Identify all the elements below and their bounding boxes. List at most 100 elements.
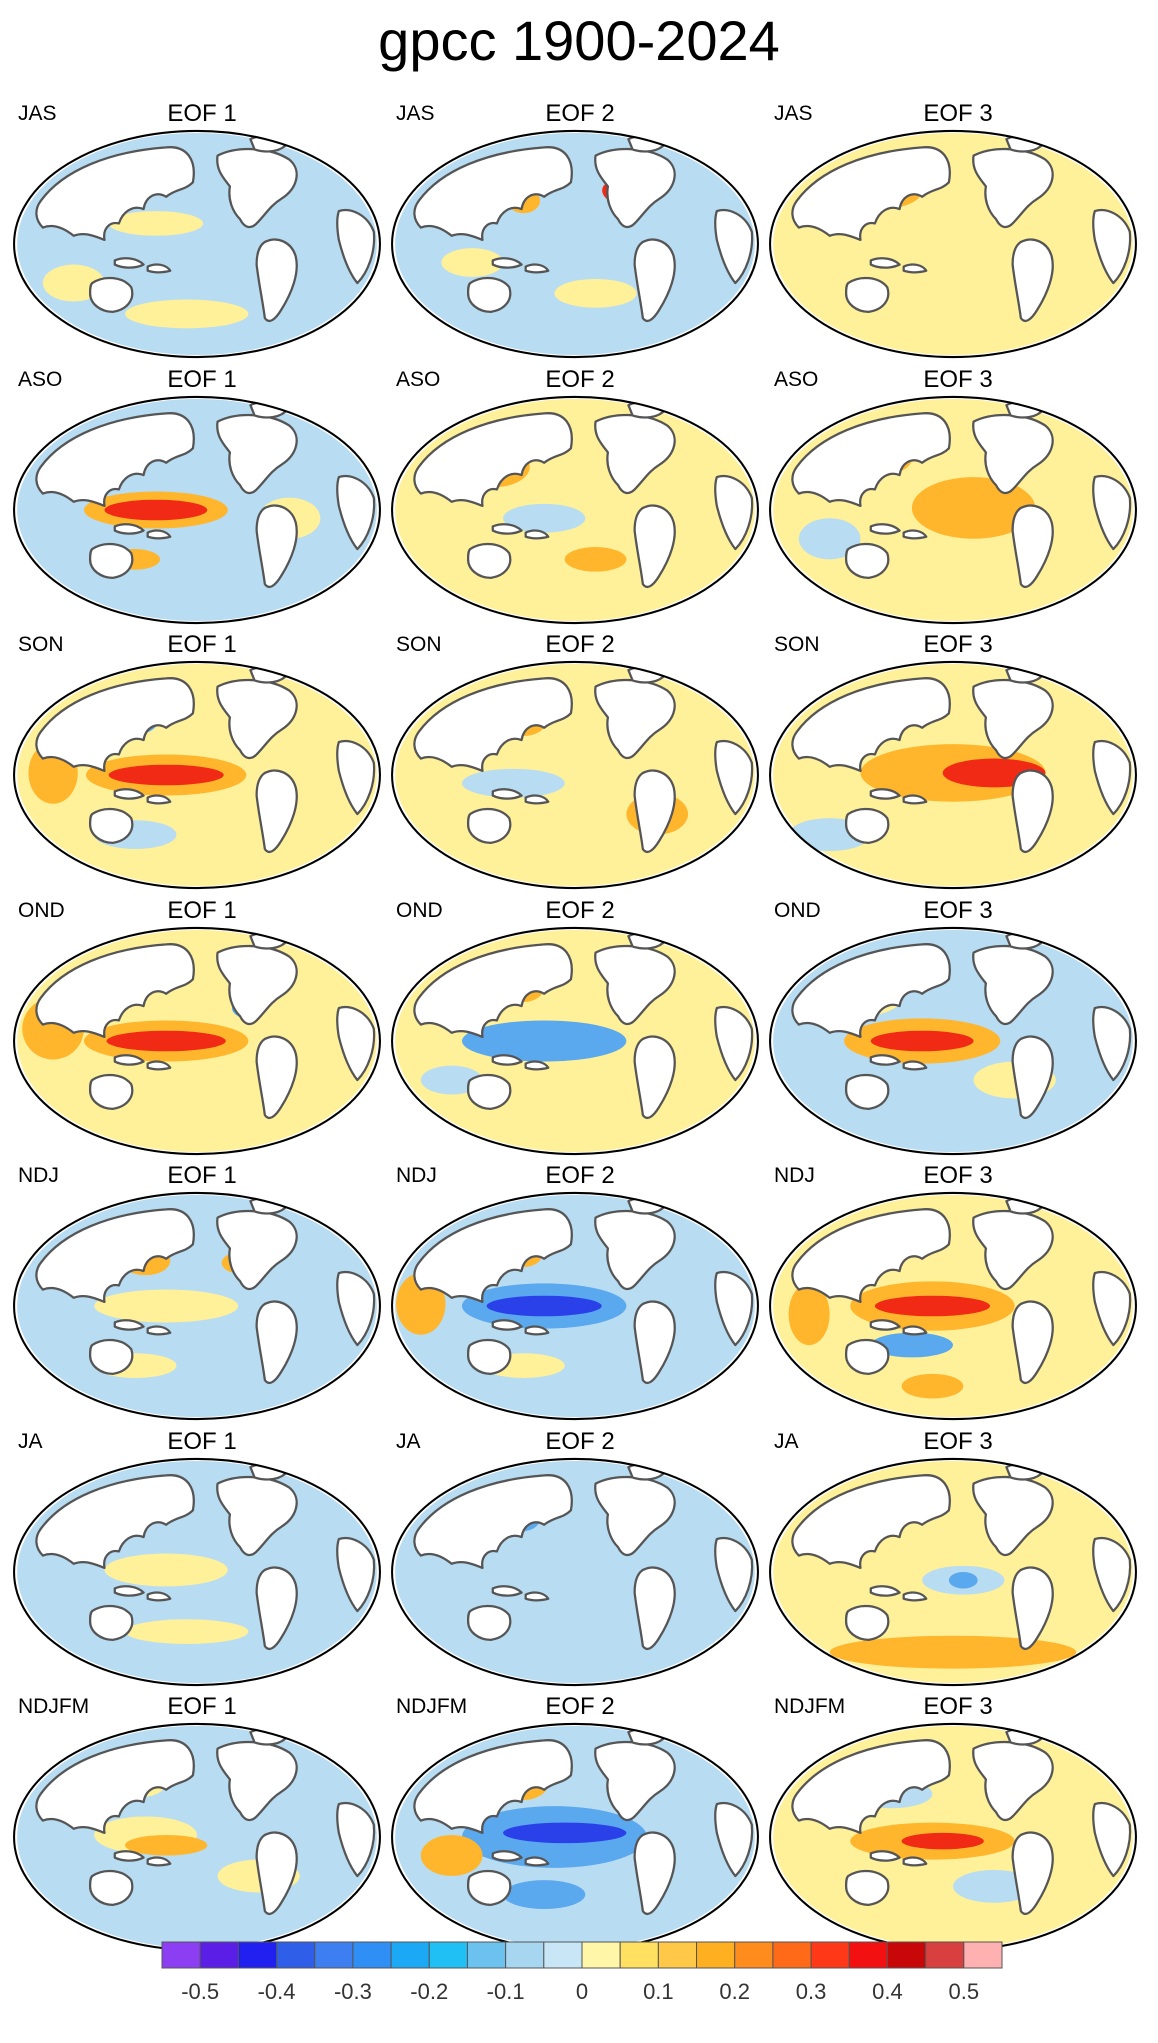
panel-eof-title: EOF 2 [545,1693,615,1720]
panel-eof-title: EOF 1 [167,100,237,127]
panel-season-label: JAS [774,102,813,125]
colorbar-swatch [543,1941,583,1969]
anomaly-field [17,1195,377,1417]
eof-panel: OND EOF 1 [12,897,392,1163]
globe-outline [769,1457,1137,1686]
eof-panel: NDJ EOF 3 [768,1162,1148,1428]
anomaly-blob [503,1880,586,1909]
land-mass [844,1869,890,1906]
panel-eof-title: EOF 1 [167,631,237,658]
land-mass [594,944,676,1025]
anomaly-field [773,664,1133,886]
land-mass [35,677,195,773]
anomaly-blob [486,1030,602,1051]
colorbar-swatch [390,1941,430,1969]
land-mass [1011,1831,1054,1915]
eof-panel: JA EOF 3 [768,1428,1148,1694]
anomaly-field [17,664,377,886]
map-globe [13,1191,381,1421]
land-mass [35,1208,195,1304]
anomaly-blob [503,1822,627,1844]
anomaly-field [395,1195,755,1417]
eof-panel: JAS EOF 3 [768,100,1148,366]
anomaly-field [773,1726,1133,1948]
land-mass [146,794,172,805]
anomaly-blob [829,1635,1077,1669]
globe-outline [13,1191,381,1421]
land-mass [1011,769,1054,853]
map-globe [13,129,381,359]
colorbar-tick-label: -0.5 [181,1979,220,2004]
panel-season-label: NDJ [774,1164,815,1187]
panel-season-label: NDJFM [774,1695,846,1718]
land-mass [524,1059,550,1070]
globe-outline [13,1457,381,1686]
land-mass [972,678,1054,760]
panel-eof-title: EOF 2 [545,896,615,924]
colorbar-swatch [276,1941,316,1969]
land-mass [113,788,145,800]
anomaly-blob [554,278,637,308]
globe-outline [13,926,381,1155]
land-mass [491,522,523,535]
colorbar-swatch [925,1941,965,1969]
anomaly-blob [108,211,204,236]
anomaly-blob [870,1332,953,1358]
land-mass [844,1338,890,1375]
land-mass [902,1059,928,1070]
map-globe [769,395,1137,624]
panel-season-label: SON [18,633,64,656]
anomaly-blob [125,299,249,329]
globe-outline [391,1457,759,1686]
eof-panel: JAS EOF 1 [12,100,392,366]
colorbar-swatch [734,1941,774,1969]
land-mass [633,238,676,322]
land-mass [466,1338,512,1375]
panel-eof-title: EOF 3 [923,100,993,127]
land-mass [1092,740,1132,816]
land-mass [35,942,195,1038]
eof-panel: NDJFM EOF 3 [768,1693,1148,1959]
land-mass [594,413,676,494]
colorbar-tick-label: 0.2 [719,1979,751,2004]
land-mass [146,1325,172,1336]
eof-panel: NDJFM EOF 2 [390,1693,770,1959]
panel-season-label: ASO [18,367,63,391]
anomaly-field [17,398,377,621]
land-mass [869,522,901,535]
land-mass [714,1271,754,1347]
anomaly-blob [420,1834,483,1877]
map-globe [769,1457,1137,1686]
land-mass [88,1073,134,1110]
land-mass [113,1584,145,1597]
globe-outline [391,660,759,890]
eof-panel: ASO EOF 3 [768,366,1148,632]
panel-season-label: NDJ [18,1164,59,1187]
land-mass [972,147,1054,229]
land-mass [336,209,376,285]
land-mass [216,1209,298,1291]
eof-panel-grid: JAS EOF 1 JAS EOF 2 JAS EOF 3 ASO EOF 1 ASO EOF 2… [12,100,1148,1952]
land-mass [1011,503,1054,588]
panel-season-label: SON [396,633,442,656]
map-globe [391,926,759,1155]
panel-eof-title: EOF 2 [545,631,615,658]
colorbar-tick-label: 0.4 [872,1979,903,2004]
land-mass [844,807,890,844]
land-mass [466,807,512,844]
anomaly-blob [564,546,627,572]
land-mass [413,1739,573,1835]
land-mass [902,1856,928,1867]
panel-eof-title: EOF 3 [923,631,993,658]
land-mass [524,794,550,805]
globe-outline [769,926,1137,1155]
map-globe [391,660,759,890]
colorbar-swatch [199,1941,239,1969]
land-mass [714,1536,754,1612]
globe-outline [769,129,1137,359]
anomaly-blob [125,1834,208,1856]
eof-panel: SON EOF 3 [768,631,1148,897]
land-mass [466,542,512,579]
land-mass [1011,1034,1054,1119]
